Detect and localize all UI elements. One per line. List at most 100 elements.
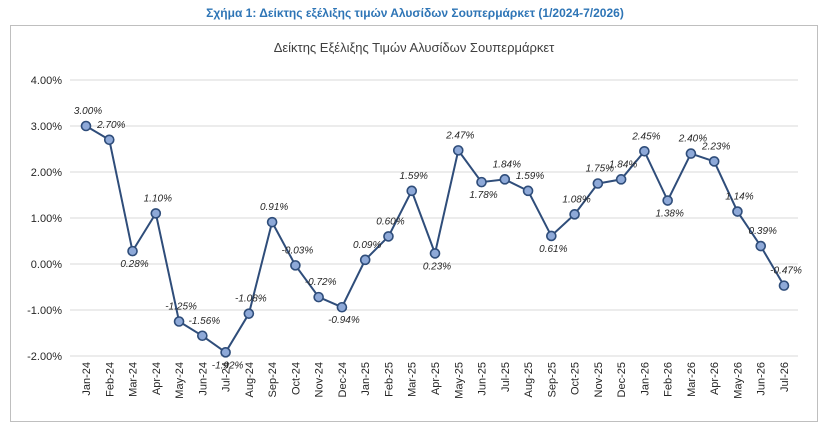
x-tick-label: Jun-24 [197, 362, 209, 396]
x-tick-label: May-25 [453, 362, 465, 399]
y-tick-label: 2.00% [31, 167, 62, 179]
data-point [383, 231, 394, 242]
data-label: -1.25% [165, 302, 197, 313]
x-tick-label: Apr-24 [151, 362, 163, 395]
data-label: 1.14% [725, 192, 753, 203]
x-tick-label: Mar-25 [407, 362, 419, 397]
data-point [80, 120, 92, 132]
data-label: 0.28% [120, 259, 148, 270]
data-point [662, 195, 673, 206]
data-point [546, 230, 557, 242]
y-tick-label: 3.00% [31, 121, 62, 133]
data-point [197, 330, 208, 342]
data-label: 0.09% [353, 240, 381, 251]
x-tick-label: Sep-24 [267, 362, 279, 397]
x-tick-label: Nov-24 [314, 362, 326, 397]
y-tick-label: 0.00% [31, 259, 62, 271]
data-point [685, 148, 697, 159]
x-tick-label: Feb-26 [663, 362, 675, 397]
data-point [406, 185, 418, 197]
data-label: 1.84% [609, 159, 637, 170]
data-label: -0.94% [328, 315, 360, 326]
data-point [266, 216, 278, 228]
y-tick-label: -1.00% [27, 305, 62, 317]
data-label: -1.92% [212, 360, 244, 371]
data-point [732, 206, 743, 217]
data-point [150, 208, 162, 219]
data-label: 0.23% [423, 261, 451, 272]
data-label: 2.45% [631, 131, 660, 142]
data-label: 2.47% [445, 130, 474, 141]
x-tick-label: Mar-24 [128, 362, 140, 397]
x-tick-label: Jul-25 [500, 362, 512, 392]
data-point [220, 347, 231, 358]
y-tick-label: 4.00% [31, 75, 62, 87]
x-tick-label: Jun-25 [477, 362, 489, 396]
data-point [499, 174, 511, 185]
x-tick-label: Jan-24 [81, 362, 93, 396]
chart-title: Δείκτης Εξέλιξης Τιμών Αλυσίδων Σουπερμά… [273, 40, 555, 55]
data-point [429, 248, 441, 259]
x-tick-label: Oct-25 [570, 362, 582, 395]
data-point [755, 240, 767, 252]
y-tick-label: 1.00% [31, 213, 62, 225]
data-point [708, 156, 720, 167]
data-label: 1.38% [655, 209, 683, 220]
data-label: 0.39% [749, 226, 777, 237]
data-point [127, 245, 138, 257]
data-label: 1.10% [144, 193, 172, 204]
x-tick-label: Mar-26 [686, 362, 698, 397]
y-tick-label: -2.00% [27, 351, 62, 363]
x-tick-label: Apr-25 [430, 362, 442, 395]
data-label: 0.91% [260, 202, 288, 213]
x-tick-label: Jun-26 [756, 362, 768, 396]
data-label: 0.60% [376, 216, 404, 227]
data-point [778, 280, 790, 291]
data-label: -1.08% [235, 294, 267, 305]
x-tick-label: May-26 [732, 362, 744, 399]
data-label: -1.56% [188, 316, 220, 327]
x-tick-label: Aug-25 [523, 362, 535, 397]
x-tick-label: Nov-25 [593, 362, 605, 397]
x-tick-label: Jul-26 [779, 362, 791, 392]
x-tick-label: Dec-24 [337, 362, 349, 397]
data-label: 1.08% [562, 194, 590, 205]
data-point [592, 178, 604, 189]
x-tick-label: Aug-24 [244, 362, 256, 397]
data-label: 1.59% [400, 171, 428, 182]
data-point [290, 260, 301, 271]
data-label: 1.78% [469, 190, 497, 201]
data-label: 2.40% [678, 134, 707, 145]
data-label: 2.23% [701, 141, 730, 152]
x-tick-label: Sep-25 [546, 362, 558, 397]
x-tick-label: Feb-25 [383, 362, 395, 397]
x-tick-label: May-24 [174, 362, 186, 399]
data-label: -0.47% [770, 266, 802, 277]
x-tick-label: Apr-26 [709, 362, 721, 395]
data-label: -0.72% [305, 277, 337, 288]
data-point [569, 209, 580, 220]
data-point [336, 301, 348, 313]
x-tick-label: Jan-26 [639, 362, 651, 396]
data-label: 1.84% [493, 159, 521, 170]
data-point [173, 316, 185, 327]
data-point [476, 176, 487, 188]
data-point [522, 185, 534, 197]
data-point [615, 174, 627, 185]
data-label: 1.59% [516, 171, 544, 182]
data-point [313, 291, 324, 303]
data-point [243, 308, 255, 319]
data-label: 0.61% [539, 244, 567, 255]
x-tick-label: Jan-25 [360, 362, 372, 396]
x-tick-label: Feb-24 [104, 362, 116, 397]
data-label: 1.75% [586, 164, 614, 175]
data-label: 3.00% [74, 106, 102, 117]
data-point [359, 254, 371, 266]
data-label: 2.70% [96, 120, 125, 131]
data-point [452, 145, 464, 156]
x-tick-label: Oct-24 [290, 362, 302, 395]
data-label: -0.03% [282, 245, 314, 256]
x-tick-label: Jul-24 [221, 362, 233, 392]
data-point [639, 146, 650, 157]
